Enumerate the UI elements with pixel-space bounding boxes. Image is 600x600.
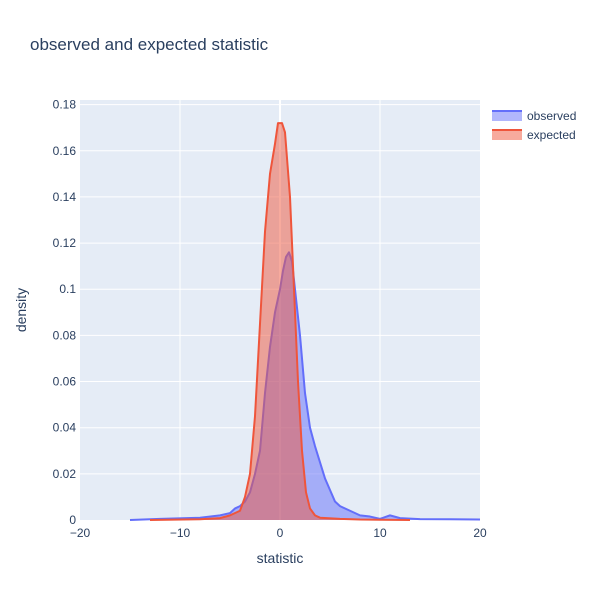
y-axis-title: density (13, 288, 29, 332)
y-tick-label: 0.06 (53, 375, 77, 389)
x-axis-title: statistic (257, 550, 304, 566)
legend-label: observed (527, 109, 576, 123)
series-area-observed (130, 252, 480, 520)
y-tick-label: 0.02 (53, 467, 77, 481)
x-tick-label: 20 (473, 526, 487, 540)
x-tick-label: −20 (70, 526, 91, 540)
y-tick-label: 0.14 (53, 190, 77, 204)
legend: observed expected (492, 109, 576, 142)
chart-title: observed and expected statistic (30, 35, 269, 54)
x-tick-label: 0 (277, 526, 284, 540)
series-line-expected (149, 122, 411, 521)
series-area-expected (150, 123, 410, 520)
y-tick-label: 0.18 (53, 98, 77, 112)
axis-ticks: 0 0.02 0.04 0.06 0.08 0.1 0.12 0.14 0.16 0.18 −20 −… (53, 98, 487, 540)
x-tick-label: −10 (170, 526, 191, 540)
y-tick-label: 0.16 (53, 144, 77, 158)
x-tick-label: 10 (373, 526, 387, 540)
legend-swatch-fill (492, 130, 522, 140)
y-tick-label: 0.12 (53, 236, 77, 250)
legend-label: expected (527, 128, 576, 142)
legend-item-observed[interactable]: observed (492, 109, 576, 123)
y-tick-label: 0.1 (59, 282, 76, 296)
y-tick-label: 0 (69, 513, 76, 527)
legend-swatch-fill (492, 111, 522, 121)
legend-item-expected[interactable]: expected (492, 128, 576, 142)
y-tick-label: 0.04 (53, 421, 77, 435)
y-tick-label: 0.08 (53, 328, 77, 342)
series-layer (129, 122, 481, 521)
